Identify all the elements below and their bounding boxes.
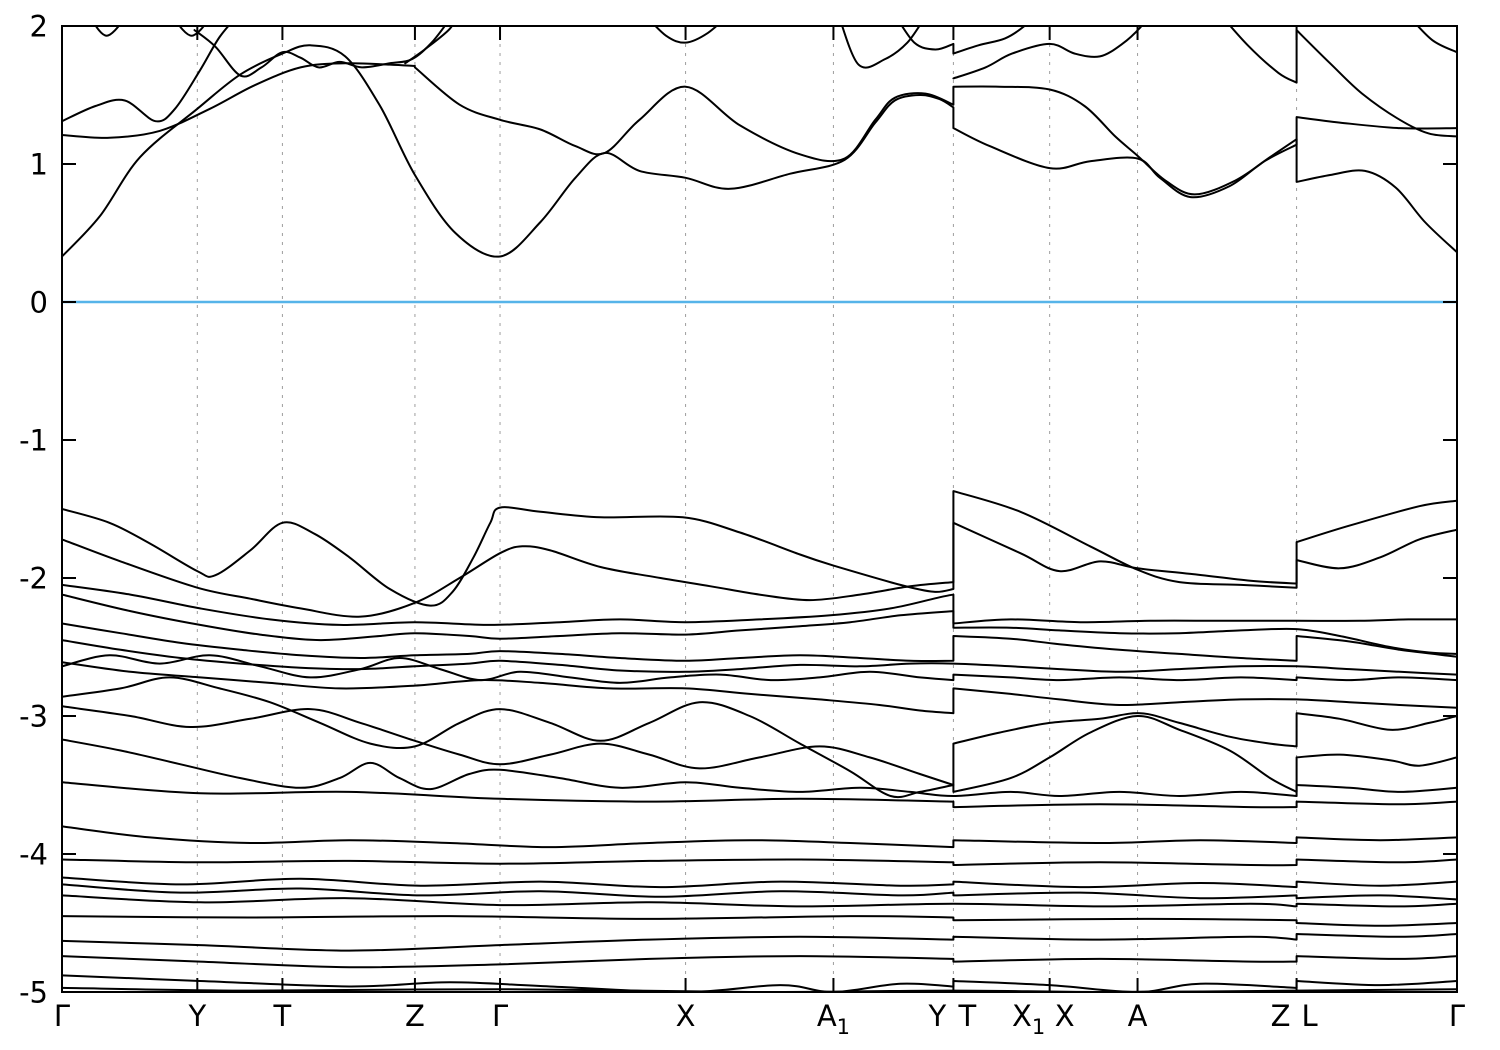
- band-line: [62, 639, 1457, 676]
- band-line: [62, 490, 1457, 607]
- x-axis-tick-label: Y: [187, 999, 206, 1033]
- x-axis-tick-label: T: [273, 999, 292, 1033]
- band-line: [178, 26, 206, 37]
- x-axis-tick-label: Z: [1271, 999, 1291, 1033]
- band-line: [62, 894, 1457, 908]
- band-line: [62, 62, 416, 139]
- band-line: [1416, 26, 1457, 54]
- band-line: [62, 622, 1457, 663]
- ticks-layer: [61, 25, 1458, 993]
- x-axis-tick-label: X: [676, 999, 696, 1033]
- y-axis-tick-label: 2: [30, 9, 48, 43]
- plot-border: [61, 25, 1458, 993]
- y-axis-tick-label: -2: [19, 561, 48, 595]
- x-axis-tick-label: T: [958, 999, 977, 1033]
- band-line: [62, 781, 1457, 809]
- y-axis-tick-label: -3: [19, 699, 48, 733]
- band-line: [841, 26, 921, 69]
- band-line: [62, 583, 1457, 626]
- band-line: [94, 26, 121, 37]
- y-axis-tick-label: -4: [19, 837, 48, 871]
- x-axis-tick-label: X1: [1012, 999, 1045, 1039]
- y-axis-tick-label: -5: [19, 975, 48, 1009]
- x-axis-tick-label: X: [1055, 999, 1075, 1033]
- band-line: [62, 44, 1457, 258]
- y-axis-tick-label: -1: [19, 423, 48, 457]
- y-axis-tick-label: 1: [30, 147, 48, 181]
- band-line: [62, 876, 1457, 889]
- band-line: [62, 593, 1457, 655]
- band-line: [413, 66, 1457, 254]
- band-line: [62, 933, 1457, 952]
- x-axis-tick-label: A: [1128, 999, 1148, 1033]
- band-line: [62, 676, 1457, 799]
- band-line: [1228, 26, 1457, 138]
- band-line: [62, 915, 1457, 927]
- band-line: [952, 26, 1143, 80]
- band-line: [62, 738, 1457, 797]
- band-line: [900, 26, 1027, 55]
- band-line: [62, 825, 1457, 849]
- bands-layer: [62, 26, 1457, 992]
- band-line: [193, 26, 446, 78]
- band-line: [62, 26, 230, 123]
- band-line: [62, 705, 1457, 786]
- band-line: [62, 858, 1457, 867]
- band-line: [62, 955, 1457, 969]
- y-axis-tick-label: 0: [30, 285, 48, 319]
- band-line: [62, 654, 1457, 684]
- x-axis-tick-label: Y: [928, 999, 947, 1033]
- band-line: [62, 661, 1457, 715]
- x-axis-tick-label: Γ: [492, 999, 508, 1033]
- x-axis-labels: Γ Y T Z Γ X A1 Y T X1 X A Z L Γ: [54, 999, 1465, 1039]
- x-axis-tick-label: Z: [405, 999, 425, 1033]
- y-axis-labels: 2 1 0 -1 -2 -3 -4 -5: [19, 9, 48, 1009]
- band-line: [62, 883, 1457, 901]
- x-axis-tick-label: L: [1301, 999, 1317, 1033]
- x-axis-tick-label: Γ: [54, 999, 70, 1033]
- x-axis-tick-label: A1: [817, 999, 850, 1039]
- x-axis-tick-label: Γ: [1449, 999, 1465, 1033]
- band-line: [62, 521, 1457, 618]
